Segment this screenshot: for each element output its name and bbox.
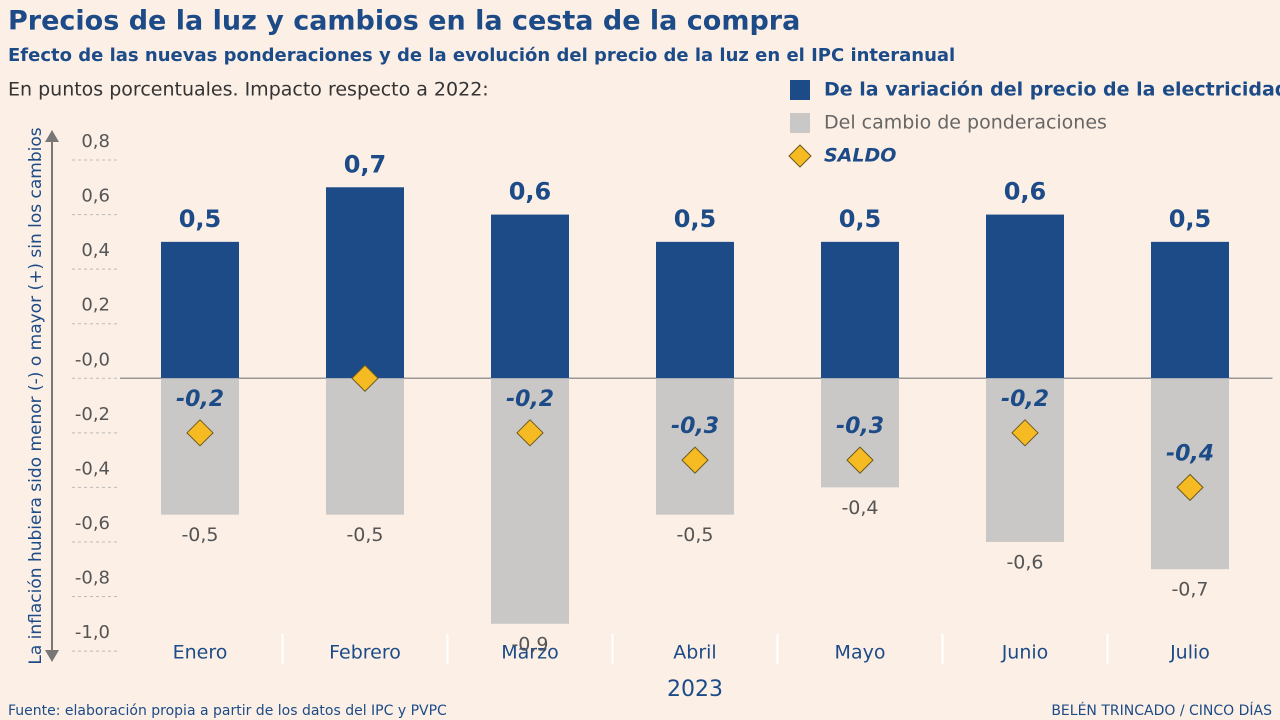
data-label: 0,5: [1169, 205, 1212, 233]
bar: [326, 187, 404, 379]
credit: BELÉN TRINCADO / CINCO DÍAS: [1051, 702, 1272, 719]
y-tick-label: -0,4: [75, 458, 110, 479]
y-tick-label: 0,8: [81, 131, 110, 152]
y-tick-label: 0,4: [81, 240, 110, 261]
y-tick-label: 0,2: [81, 295, 110, 316]
x-axis-label: 2023: [667, 677, 723, 702]
saldo-label: -0,2: [506, 387, 554, 412]
saldo-marker: [846, 446, 874, 474]
data-label: 0,6: [509, 178, 552, 206]
legend-label: Del cambio de ponderaciones: [824, 112, 1107, 134]
data-label: 0,5: [674, 205, 717, 233]
x-tick-label: Enero: [173, 642, 228, 664]
saldo-label: 0,0: [346, 332, 385, 357]
legend-label: De la variación del precio de la electri…: [824, 79, 1280, 101]
x-tick-label: Abril: [673, 642, 716, 664]
data-label: 0,5: [179, 205, 222, 233]
legend-swatch: [790, 80, 810, 100]
y-tick-label: -0,2: [75, 404, 110, 425]
x-tick-label: Febrero: [329, 642, 401, 664]
legend-swatch: [788, 144, 812, 168]
y-tick-label: -0,0: [75, 349, 110, 370]
bar: [986, 214, 1064, 379]
saldo-label: -0,4: [1166, 441, 1214, 466]
saldo-label: -0,2: [176, 387, 224, 412]
x-tick-label: Marzo: [501, 642, 558, 664]
data-label: -0,4: [841, 497, 878, 519]
bar: [491, 378, 569, 624]
saldo-label: -0,3: [671, 414, 719, 439]
data-label: -0,6: [1006, 551, 1043, 573]
saldo-marker: [516, 419, 544, 447]
y-axis-label: La inflación hubiera sido menor (-) o ma…: [26, 127, 46, 664]
x-tick-label: Mayo: [835, 642, 886, 664]
data-label: -0,7: [1171, 579, 1208, 601]
saldo-label: -0,2: [1001, 387, 1049, 412]
data-label: -0,5: [181, 524, 218, 546]
saldo-marker: [681, 446, 709, 474]
saldo-marker: [1011, 419, 1039, 447]
saldo-marker: [351, 364, 379, 392]
bar: [986, 378, 1064, 542]
chart-subtitle: Efecto de las nuevas ponderaciones y de …: [8, 45, 955, 66]
bar: [656, 241, 734, 379]
bar: [161, 241, 239, 379]
data-label: 0,7: [344, 150, 387, 178]
data-label: -0,9: [511, 633, 548, 655]
data-label: -0,5: [676, 524, 713, 546]
y-tick-label: -1,0: [75, 622, 110, 643]
bar: [491, 214, 569, 379]
data-label: 0,5: [839, 205, 882, 233]
x-tick-label: Julio: [1169, 642, 1210, 664]
y-tick-label: 0,6: [81, 186, 110, 207]
data-label: 0,6: [1004, 178, 1047, 206]
saldo-marker: [186, 419, 214, 447]
bar: [821, 241, 899, 379]
bar: [326, 378, 404, 515]
saldo-marker: [1176, 473, 1204, 502]
note: En puntos porcentuales. Impacto respecto…: [8, 79, 489, 101]
y-tick-label: -0,6: [75, 513, 110, 534]
source: Fuente: elaboración propia a partir de l…: [8, 703, 447, 719]
bar: [1151, 241, 1229, 379]
x-tick-label: Junio: [1001, 642, 1049, 664]
saldo-label: -0,3: [836, 414, 884, 439]
y-tick-label: -0,8: [75, 568, 110, 589]
legend-label: SALDO: [824, 145, 896, 167]
data-label: -0,5: [346, 524, 383, 546]
legend-swatch: [790, 113, 810, 133]
chart-title: Precios de la luz y cambios en la cesta …: [8, 6, 800, 37]
